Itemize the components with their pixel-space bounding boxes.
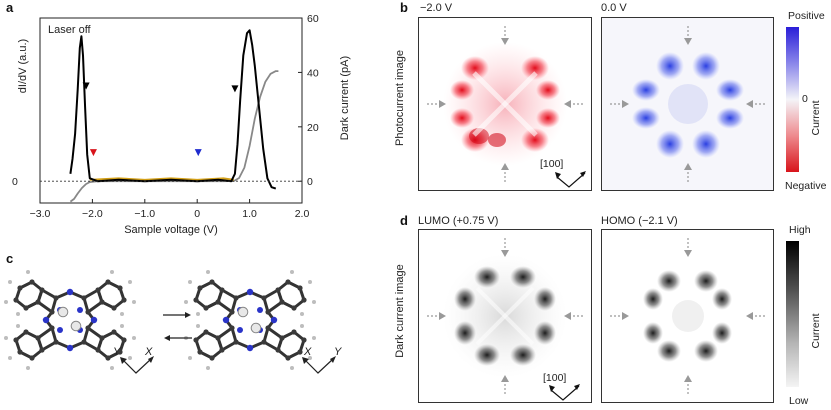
colorbar-d-bottom-label: Low — [789, 395, 809, 407]
y-right-tick-label: 60 — [307, 13, 319, 25]
marker-black-left — [82, 82, 90, 90]
photocurrent-image-zero — [601, 17, 774, 191]
axis-left-x: X — [145, 346, 153, 358]
marker-blue — [194, 149, 202, 157]
y-right-tick-label: 40 — [307, 67, 319, 79]
photocurrent-direction-label: [100] — [540, 158, 564, 170]
molecule-illustration — [2, 268, 336, 374]
axis-left-y: Y — [113, 346, 121, 358]
dark-direction-label: [100] — [543, 372, 567, 384]
x-tick-label: 2.0 — [295, 208, 310, 220]
dark-left-title: LUMO (+0.75 V) — [418, 215, 499, 227]
dark-image-homo — [601, 229, 774, 403]
photocurrent-left-title: −2.0 V — [420, 2, 453, 14]
series-dark-current — [69, 70, 279, 203]
y-right-tick-label: 0 — [307, 176, 313, 188]
chart-ylabel-left: dI/dV (a.u.) — [17, 38, 29, 94]
dark-right-title: HOMO (−2.1 V) — [601, 215, 678, 227]
axis-right-x: X — [304, 346, 312, 358]
x-tick-label: 1.0 — [242, 208, 257, 220]
chart-title: Laser off — [48, 24, 91, 36]
chart-xlabel: Sample voltage (V) — [124, 224, 218, 236]
axis-right-y: Y — [334, 346, 342, 358]
chart-ylabel-right: Dark current (pA) — [339, 55, 351, 141]
y-right-tick-label: 20 — [307, 122, 319, 134]
plot-frame — [39, 17, 303, 204]
colorbar-b-top-label: Positive — [788, 10, 825, 22]
x-tick-label: −1.0 — [134, 208, 155, 220]
x-tick-label: −3.0 — [30, 208, 51, 220]
colorbar-b-title: Current — [810, 100, 822, 136]
colorbar-d — [786, 241, 799, 387]
colorbar-d-top-label: High — [789, 224, 811, 236]
colorbar-d-title: Current — [810, 313, 822, 349]
panel-b-letter: b — [400, 0, 408, 15]
panel-d-letter: d — [400, 213, 408, 228]
dark-direction-arrows — [549, 384, 580, 401]
panel-a-letter: a — [6, 0, 14, 15]
panel-c-letter: c — [6, 251, 14, 266]
series-di-dv — [69, 29, 277, 190]
spectrum-chart: −3.0 −2.0 −1.0 0 1.0 2.0 0 20 40 60 0 — [12, 13, 319, 220]
colorbar-b-bottom-label: Negative — [785, 180, 827, 192]
colorbar-b — [786, 27, 799, 172]
colorbar-b-zero-label: 0 — [802, 93, 808, 105]
marker-red — [89, 149, 97, 157]
marker-black-right — [231, 85, 239, 93]
photocurrent-row-label: Photocurrent image — [394, 50, 406, 146]
y-left-tick-label: 0 — [12, 176, 18, 188]
photocurrent-direction-arrows — [555, 171, 586, 188]
dark-row-label: Dark current image — [394, 264, 406, 358]
x-tick-label: 0 — [194, 208, 200, 220]
series-orange-trace — [89, 177, 235, 181]
dark-image-lumo — [418, 229, 592, 403]
x-tick-label: −2.0 — [82, 208, 103, 220]
photocurrent-image-neg — [418, 17, 592, 191]
photocurrent-right-title: 0.0 V — [601, 2, 627, 14]
